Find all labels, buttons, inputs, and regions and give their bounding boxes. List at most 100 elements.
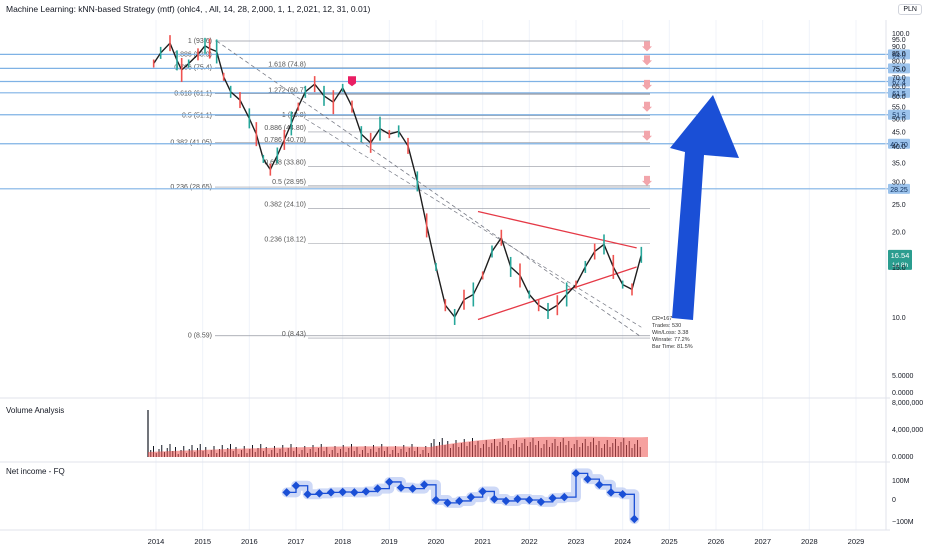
wedge-lower <box>477 266 637 321</box>
stats-text: Trades: 530 <box>652 323 681 329</box>
net-income-point <box>583 474 592 484</box>
income-pane-title[interactable]: Net income - FQ <box>6 467 65 476</box>
net-income-point <box>466 492 476 502</box>
last-price-tag <box>888 249 912 270</box>
net-income-glow <box>281 468 640 524</box>
time-tick-label: 2026 <box>708 537 725 546</box>
net-income-point <box>338 487 347 497</box>
net-income-point <box>548 493 557 503</box>
sell-arrow-icon <box>642 79 652 90</box>
price-tick-label: 85.0 <box>892 51 906 58</box>
currency-button[interactable]: PLN <box>898 4 922 15</box>
price-tick-label: 60.0 <box>892 94 906 101</box>
sell-arrow-icon <box>642 175 652 186</box>
last-price-countdown: 1d 8h <box>892 262 909 269</box>
time-tick-label: 2027 <box>754 537 771 546</box>
price-tick-label: 95.0 <box>892 37 906 44</box>
net-income-point <box>525 495 534 505</box>
volume-tick-label: 4,000,000 <box>892 427 923 434</box>
volume-ma-area <box>148 436 648 457</box>
last-price-label: 16.54 <box>891 251 910 260</box>
level-tag-label: 61.5 <box>892 91 906 98</box>
fib-label: 0.236 (18.12) <box>264 237 306 244</box>
time-tick-label: 2029 <box>848 537 865 546</box>
level-tag-label: 75.0 <box>892 66 906 73</box>
sell-arrow-icon <box>642 41 652 52</box>
net-income-point <box>408 484 417 493</box>
net-income-point <box>630 514 639 524</box>
net-income-point <box>396 483 406 492</box>
fib-label: 0.618 (61.1) <box>174 91 212 98</box>
time-tick-label: 2023 <box>568 537 585 546</box>
level-tag <box>888 63 910 74</box>
net-income-point <box>536 497 546 507</box>
time-tick-label: 2021 <box>474 537 491 546</box>
price-tick-label: 10.0 <box>892 315 906 322</box>
sell-arrow-icon <box>642 55 652 66</box>
volume-pane-title[interactable]: Volume Analysis <box>6 406 65 415</box>
fib-label: 1.272 (60.7) <box>268 87 306 94</box>
forecast-arrow <box>670 95 739 320</box>
time-tick-label: 2015 <box>194 537 211 546</box>
up-arrow-icon <box>670 95 739 320</box>
time-axis: 2014 2015 2016 2017 2018 2019 2020 2021 2022 2023… <box>148 537 865 546</box>
net-income-point <box>618 490 627 499</box>
price-tick-label: 100.0 <box>892 31 910 38</box>
price-tick-label: 65.0 <box>892 84 906 91</box>
level-tag <box>888 87 910 98</box>
sell-arrow-icon <box>642 130 652 141</box>
net-income-point <box>420 480 429 490</box>
net-income-point <box>385 477 394 487</box>
fib-label: 0.5 (51.1) <box>182 113 212 120</box>
sell-arrow-icon <box>642 101 652 112</box>
time-tick-label: 2020 <box>428 537 445 546</box>
price-axis: 100.095.090.085.080.075.0 70.0 65.0 60.0 55.… <box>885 20 914 530</box>
income-tick-label: 100M <box>892 478 910 485</box>
stats-text: Bar Time: 81.5% <box>652 344 693 350</box>
indicator-title[interactable]: Machine Learning: kNN-based Strategy (mt… <box>6 4 371 14</box>
net-income-point <box>595 480 604 490</box>
level-tag <box>888 109 910 120</box>
price-tick-label: 5.0000 <box>892 373 914 380</box>
net-income-point <box>490 494 499 504</box>
price-tick-label: 20.0 <box>892 229 906 236</box>
net-income-point <box>560 492 569 502</box>
net-income-pane: 100M 0 −100M <box>281 468 914 526</box>
fib-label: 1.618 (74.8) <box>268 62 306 69</box>
fib-label: 0.786 (40.70) <box>264 137 306 144</box>
volume-pane: 8,000,000 4,000,000 0.0000 <box>147 400 923 461</box>
level-tag-label: 51.5 <box>892 113 906 120</box>
level-tag-label: 67.4 <box>892 80 906 87</box>
net-income-point <box>455 496 464 506</box>
level-tag <box>888 76 910 87</box>
wedge-upper <box>477 210 637 249</box>
time-tick-label: 2016 <box>241 537 258 546</box>
net-income-point <box>431 495 441 505</box>
net-income-point <box>513 494 522 504</box>
price-tick-label: 45.0 <box>892 129 906 136</box>
time-tick-label: 2019 <box>381 537 398 546</box>
level-tag-label: 84.0 <box>892 52 906 59</box>
income-tick-label: −100M <box>892 519 914 526</box>
horizontal-levels: 84.0 75.0 67.4 61.5 51.5 40.70 28.25 <box>0 49 910 194</box>
volume-tick-label: 8,000,000 <box>892 400 923 407</box>
fib-label: 0 (8.43) <box>282 331 306 338</box>
price-tick-label: 80.0 <box>892 58 906 65</box>
dashed-trendline <box>305 118 642 328</box>
net-income-point <box>606 488 616 497</box>
price-tick-label: 55.0 <box>892 105 906 112</box>
fib-label: 1 (93.6) <box>188 38 212 45</box>
net-income-point <box>501 496 511 506</box>
signal-marker-icon <box>348 76 356 87</box>
stats-text: CR=167 <box>652 316 672 322</box>
dashed-trendline <box>216 40 642 338</box>
fib-label: 0.618 (33.80) <box>264 160 306 167</box>
fib-label: 0.236 (28.65) <box>170 184 212 191</box>
stats-text: Winrate: 77.2% <box>652 337 690 343</box>
fib-label: 0.5 (28.95) <box>272 179 306 186</box>
volume-tick-label: 0.0000 <box>892 454 914 461</box>
fib-label: 0.886 (44.80) <box>264 125 306 132</box>
net-income-point <box>282 488 291 497</box>
